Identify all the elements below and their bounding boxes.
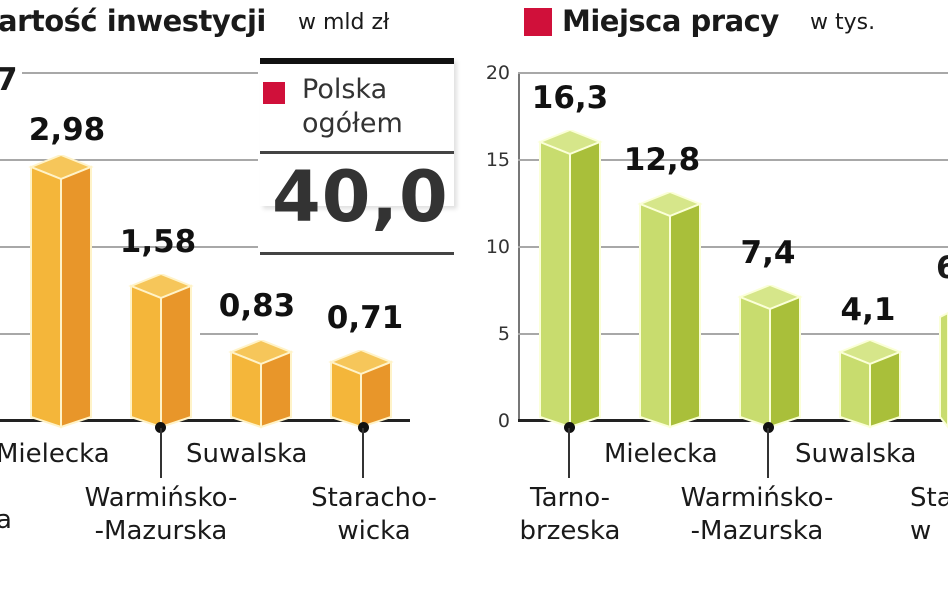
gridline [518, 72, 948, 74]
leader-line [362, 428, 364, 478]
category-label: Mielecka [0, 439, 110, 469]
gridline [0, 246, 258, 248]
bar-suwalska [837, 340, 903, 429]
investment-chart-title: artość inwestycji [0, 4, 266, 38]
leader-line [568, 428, 570, 478]
bar-warminsko-mazurska [737, 285, 803, 429]
y-tick-label: 10 [485, 236, 510, 258]
category-label-partial: a [0, 505, 12, 535]
jobs-chart-unit: w tys. [810, 10, 876, 35]
gridline [22, 72, 258, 74]
category-label-partial: Sta w [910, 483, 948, 546]
category-label: Mielecka [604, 439, 718, 469]
bar-value-label: 1,58 [119, 224, 197, 260]
baseline [518, 419, 948, 422]
category-label: Warmińsko- -Mazurska [84, 483, 238, 546]
bar-value-label: 16,3 [531, 80, 609, 116]
gridline [518, 159, 948, 161]
bar-mielecka [28, 155, 94, 429]
gridline [518, 333, 948, 335]
bar-value-label: 12,8 [623, 142, 701, 178]
bar-suwalska [228, 340, 294, 429]
partial-bar-value: 7 [0, 62, 18, 98]
legend-square-icon [524, 8, 552, 36]
bar-value-label: 0,71 [326, 300, 404, 336]
total-label-line2: ogółem [302, 108, 403, 139]
bar-value-label-partial: 6 [936, 250, 948, 286]
leader-dot [763, 422, 774, 433]
bar-mielecka [637, 192, 703, 429]
gridline [0, 159, 258, 161]
poland-total-box: Polska ogółem 40,0 [260, 58, 454, 255]
leader-dot [155, 422, 166, 433]
leader-line [767, 428, 769, 478]
leader-line [160, 428, 162, 478]
jobs-chart-title: Miejsca pracy [562, 4, 779, 38]
bar-warminsko-mazurska [128, 274, 194, 429]
y-tick-label: 0 [497, 410, 510, 432]
total-value: 40,0 [272, 156, 449, 238]
leader-dot [564, 422, 575, 433]
bar-starachowicka [328, 350, 394, 429]
bar-starachowicka-partial [939, 311, 948, 429]
bar-value-label: 0,83 [218, 288, 296, 324]
category-label: Suwalska [186, 439, 308, 469]
y-tick-label: 5 [497, 323, 510, 345]
gridline [518, 246, 948, 248]
total-label-line1: Polska [302, 74, 388, 105]
leader-dot [358, 422, 369, 433]
y-tick-label: 20 [485, 62, 510, 84]
bar-value-label: 2,98 [28, 112, 106, 148]
category-label: Warmińsko- -Mazurska [680, 483, 834, 546]
bar-value-label: 7,4 [740, 235, 796, 271]
legend-square-icon [263, 82, 285, 104]
baseline [0, 419, 410, 422]
category-label: Tarno- brzeska [519, 483, 621, 546]
y-tick-label: 15 [485, 149, 510, 171]
bar-tarnobrzeska [537, 130, 603, 429]
investment-chart-unit: w mld zł [298, 10, 390, 35]
category-label: Staracho- wicka [311, 483, 437, 546]
bar-value-label: 4,1 [840, 292, 896, 328]
category-label: Suwalska [795, 439, 917, 469]
